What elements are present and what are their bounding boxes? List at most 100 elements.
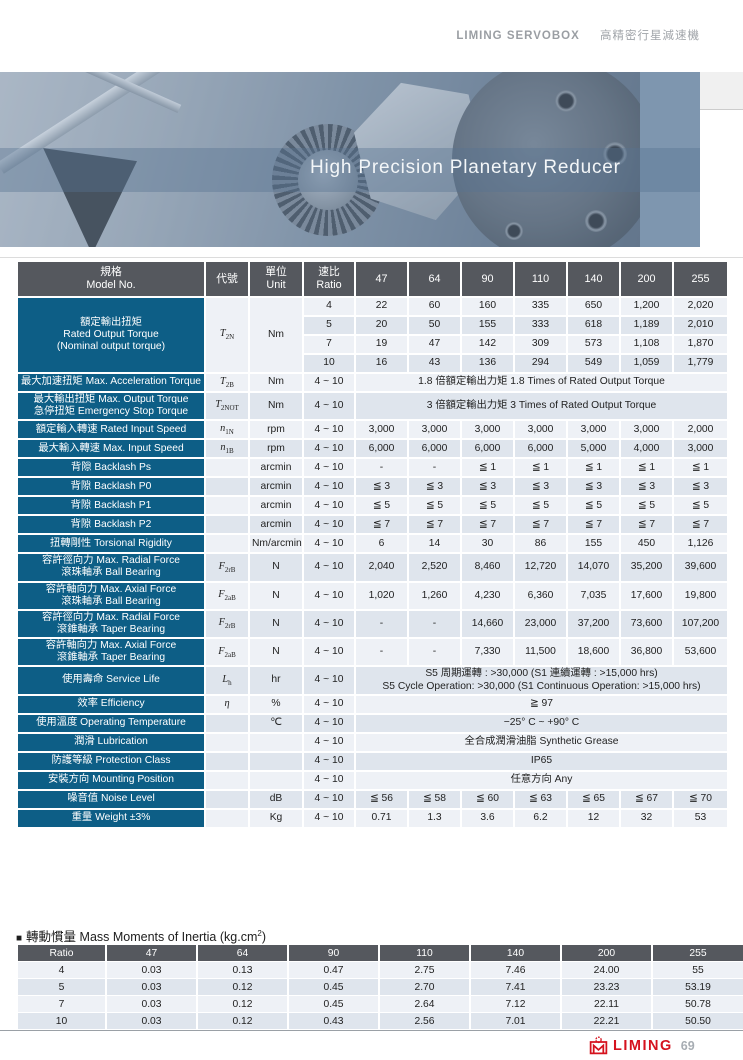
- spec-value: 107,200: [674, 610, 727, 638]
- spec-header-size: 64: [409, 262, 460, 296]
- spec-code: η: [206, 695, 248, 713]
- spec-row-label: 額定輸入轉速 Rated Input Speed: [18, 421, 204, 439]
- spec-span-value: S5 周期運轉 : >30,000 (S1 連續運轉 : >15,000 hrs…: [356, 667, 727, 694]
- spec-value: 333: [515, 317, 566, 334]
- spec-code: n1N: [206, 421, 248, 439]
- spec-value: 20: [356, 317, 407, 334]
- spec-value: 3,000: [409, 421, 460, 439]
- spec-value: 2,040: [356, 554, 407, 581]
- spec-value: ≦ 70: [674, 790, 727, 808]
- inertia-ratio: 10: [18, 1013, 105, 1029]
- spec-value: 14: [409, 535, 460, 553]
- spec-value: 22: [356, 298, 407, 315]
- spec-header-code: 代號: [206, 262, 248, 296]
- spec-value: ≦ 1: [568, 459, 619, 477]
- photo-shape-bolt: [505, 222, 523, 240]
- spec-value: 6,000: [462, 440, 513, 458]
- spec-unit: arcmin: [250, 459, 302, 477]
- spec-row-label: 重量 Weight ±3%: [18, 809, 204, 827]
- spec-ratio: 4 ~ 10: [304, 459, 354, 477]
- spec-value: 39,600: [674, 554, 727, 581]
- spec-table-wrap: 規格 Model No. 代號 單位 Unit 速比 Ratio 47 64 90 110 140 20…: [16, 260, 727, 829]
- spec-header-size: 110: [515, 262, 566, 296]
- spec-value: 53: [674, 809, 727, 827]
- spec-unit: [250, 771, 302, 789]
- spec-code: [206, 497, 248, 515]
- spec-value: 450: [621, 535, 672, 553]
- spec-row: 噪音值 Noise Level dB 4 ~ 10 ≦ 56 ≦ 58 ≦ 60 ≦ 63 ≦…: [18, 790, 727, 808]
- spec-unit: [250, 752, 302, 770]
- spec-row-label: 最大輸出扭矩 Max. Output Torque 急停扭矩 Emergency …: [18, 393, 204, 420]
- spec-ratio: 4 ~ 10: [304, 610, 354, 638]
- spec-value: 1,020: [356, 582, 407, 609]
- spec-value: ≦ 3: [356, 478, 407, 496]
- spec-ratio: 4 ~ 10: [304, 374, 354, 391]
- spec-ratio: 4 ~ 10: [304, 771, 354, 789]
- spec-header-size: 47: [356, 262, 407, 296]
- photo-shape-bolt: [555, 90, 577, 112]
- spec-value: 6,000: [356, 440, 407, 458]
- spec-value: ≦ 5: [674, 497, 727, 515]
- spec-code: [206, 535, 248, 553]
- inertia-section-title: ■ 轉動慣量 Mass Moments of Inertia (kg.cm2): [16, 926, 266, 945]
- inertia-header-cell: Ratio: [18, 945, 105, 961]
- spec-value: 1.3: [409, 809, 460, 827]
- spec-row-label: 最大輸入轉速 Max. Input Speed: [18, 440, 204, 458]
- spec-value: ≦ 7: [568, 516, 619, 534]
- spec-row: 額定輸入轉速 Rated Input Speed n1N rpm 4 ~ 10 3,00…: [18, 421, 727, 439]
- spec-value: ≦ 3: [674, 478, 727, 496]
- spec-value: 7,035: [568, 582, 619, 609]
- footer-rule: [0, 1030, 743, 1031]
- spec-row: 容許徑向力 Max. Radial Force 滾珠軸承 Ball Bearing…: [18, 554, 727, 581]
- spec-value: -: [356, 610, 407, 638]
- spec-unit: N: [250, 610, 302, 638]
- spec-value: 335: [515, 298, 566, 315]
- spec-value: 155: [568, 535, 619, 553]
- spec-value: ≦ 5: [462, 497, 513, 515]
- spec-row: 潤滑 Lubrication 4 ~ 10 全合成潤滑油脂 Synthetic Gr…: [18, 733, 727, 751]
- spec-value: 1,126: [674, 535, 727, 553]
- inertia-header-cell: 64: [198, 945, 287, 961]
- inertia-value: 0.03: [107, 996, 196, 1012]
- inertia-row: 7 0.03 0.12 0.45 2.64 7.12 22.11 50.78: [18, 996, 743, 1012]
- spec-value: ≦ 1: [674, 459, 727, 477]
- spec-row: 最大輸入轉速 Max. Input Speed n1B rpm 4 ~ 10 6,000…: [18, 440, 727, 458]
- spec-value: 618: [568, 317, 619, 334]
- inertia-value: 22.11: [562, 996, 651, 1012]
- spec-code: [206, 516, 248, 534]
- spec-value: 5,000: [568, 440, 619, 458]
- spec-row: 最大輸出扭矩 Max. Output Torque 急停扭矩 Emergency …: [18, 393, 727, 420]
- spec-span-value: 3 倍額定輸出力矩 3 Times of Rated Output Torque: [356, 393, 727, 420]
- spec-value: ≦ 3: [568, 478, 619, 496]
- banner-right-strip: [640, 72, 700, 247]
- spec-row-label: 潤滑 Lubrication: [18, 733, 204, 751]
- spec-value: ≦ 60: [462, 790, 513, 808]
- liming-logo-text: LIMING: [613, 1037, 673, 1054]
- spec-ratio: 4 ~ 10: [304, 695, 354, 713]
- spec-unit: ℃: [250, 714, 302, 732]
- spec-unit: %: [250, 695, 302, 713]
- spec-code: [206, 809, 248, 827]
- spec-value: ≦ 3: [462, 478, 513, 496]
- spec-unit: rpm: [250, 440, 302, 458]
- spec-value: 16: [356, 355, 407, 372]
- inertia-value: 0.43: [289, 1013, 378, 1029]
- spec-unit: arcmin: [250, 516, 302, 534]
- spec-value: ≦ 5: [515, 497, 566, 515]
- inertia-title-sup: 2: [257, 928, 262, 938]
- spec-unit: Nm: [250, 298, 302, 372]
- spec-row-label: 背隙 Backlash P2: [18, 516, 204, 534]
- inertia-ratio: 4: [18, 962, 105, 978]
- spec-header-model: 規格 Model No.: [18, 262, 204, 296]
- spec-header-ratio: 速比 Ratio: [304, 262, 354, 296]
- spec-value: 1,260: [409, 582, 460, 609]
- banner-title: High Precision Planetary Reducer: [310, 157, 621, 178]
- inertia-value: 2.64: [380, 996, 469, 1012]
- page-footer: LIMING 69: [588, 1035, 695, 1056]
- inertia-header-cell: 110: [380, 945, 469, 961]
- spec-value: ≦ 1: [621, 459, 672, 477]
- spec-unit: Kg: [250, 809, 302, 827]
- spec-value: 549: [568, 355, 619, 372]
- inertia-value: 24.00: [562, 962, 651, 978]
